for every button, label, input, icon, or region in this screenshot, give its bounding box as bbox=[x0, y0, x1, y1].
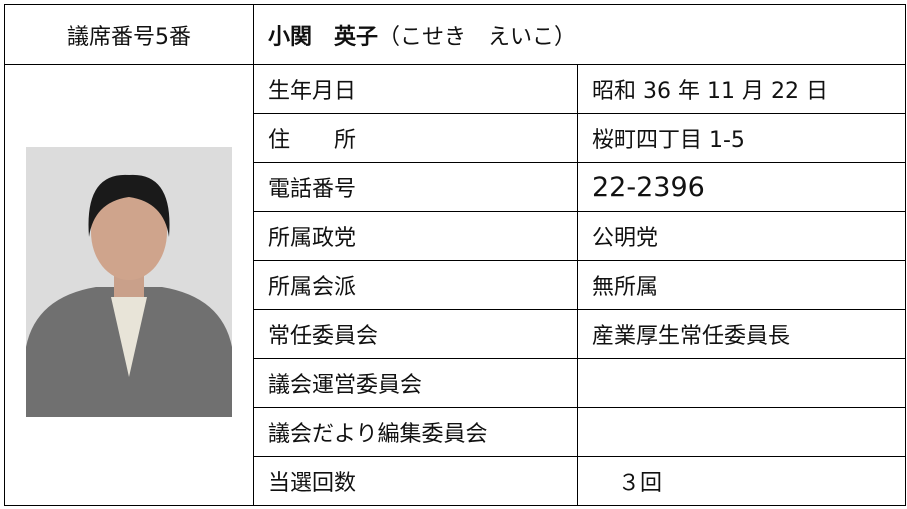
photo-cell bbox=[4, 64, 254, 506]
member-name: 小関 英子 bbox=[268, 24, 379, 50]
field-value: 桜町四丁目 1-5 bbox=[577, 113, 906, 164]
table-row: 議会運営委員会 bbox=[5, 358, 906, 408]
empty-cell bbox=[577, 358, 906, 408]
member-reading: （こせき えいこ） bbox=[378, 24, 577, 50]
field-label: 生年月日 bbox=[253, 64, 578, 115]
seat-number: 議席番号5番 bbox=[4, 3, 254, 66]
field-value: ３回 bbox=[577, 455, 906, 507]
name-cell: 小関 英子（こせき えいこ） bbox=[253, 3, 906, 66]
field-value: 公明党 bbox=[577, 211, 906, 262]
field-value: 22-2396 bbox=[577, 162, 906, 213]
field-label: 当選回数 bbox=[253, 455, 578, 507]
table-row: 議会だより編集委員会 bbox=[5, 406, 906, 457]
table-row: 生年月日 昭和 36 年 11 月 22 日 bbox=[4, 64, 906, 506]
field-value: 無所属 bbox=[577, 260, 906, 311]
field-value: 産業厚生常任委員長 bbox=[577, 309, 906, 359]
table-row: 当選回数 ３回 bbox=[5, 455, 906, 507]
field-label: 議会運営委員会 bbox=[253, 358, 578, 408]
portrait-photo bbox=[26, 147, 232, 418]
field-label: 住 所 bbox=[253, 113, 578, 164]
field-label: 所属会派 bbox=[253, 260, 578, 311]
table-row: 所属会派 無所属 bbox=[5, 260, 906, 311]
field-label: 常任委員会 bbox=[253, 309, 578, 359]
table-row: 住 所桜町四丁目 1-5 bbox=[5, 113, 906, 164]
empty-cell bbox=[577, 406, 906, 457]
field-value: 昭和 36 年 11 月 22 日 bbox=[577, 64, 906, 115]
profile-table: 議席番号5番 小関 英子（こせき えいこ） 生年月日 昭和 36 年 11 月 2… bbox=[4, 3, 906, 507]
header-row: 議席番号5番 小関 英子（こせき えいこ） bbox=[4, 3, 906, 66]
field-label: 電話番号 bbox=[253, 162, 578, 213]
field-label: 議会だより編集委員会 bbox=[253, 406, 578, 457]
field-label: 所属政党 bbox=[253, 211, 578, 262]
